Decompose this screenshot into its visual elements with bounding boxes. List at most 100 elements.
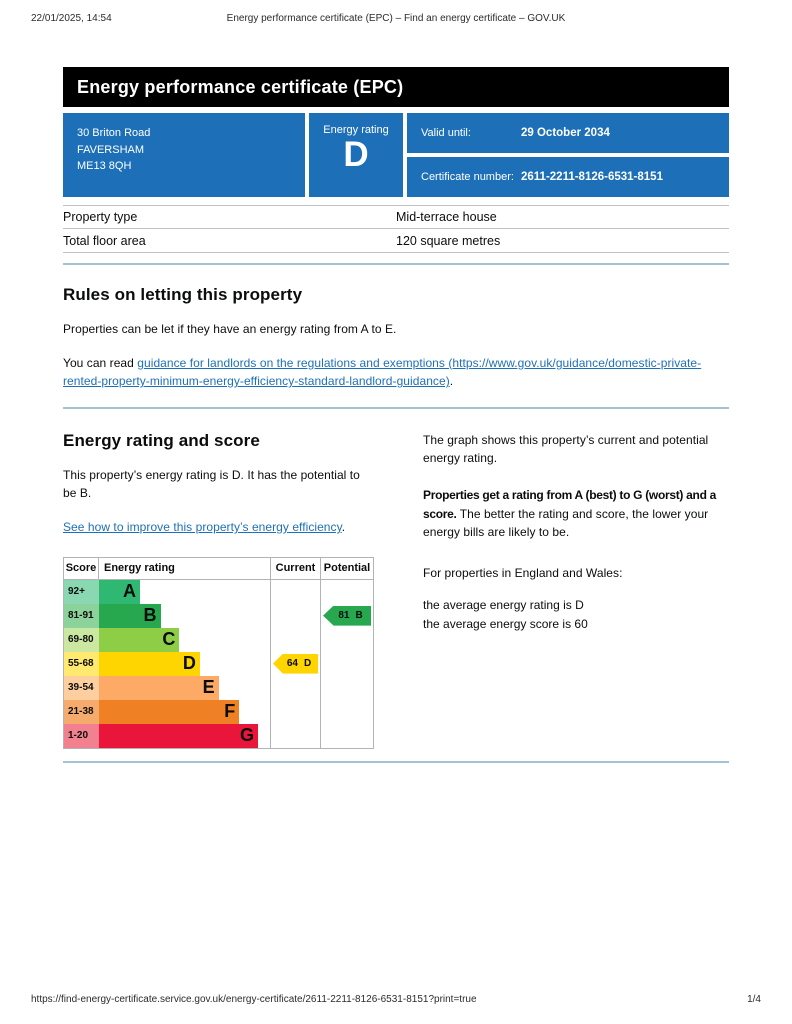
- epc-score-range-b: 81-91: [64, 603, 99, 628]
- epc-bar-area: A: [99, 579, 270, 604]
- rules-paragraph: Properties can be let if they have an en…: [63, 322, 397, 336]
- epc-current-cell: [270, 579, 320, 604]
- graph-explainer-paragraph: The graph shows this property’s current …: [423, 432, 709, 466]
- valid-until-label: Valid until:: [421, 127, 471, 139]
- property-summary-table: Property type Mid-terrace house Total fl…: [63, 205, 729, 253]
- rating-heading: Energy rating and score: [63, 430, 260, 450]
- valid-until-row: Valid until: 29 October 2034: [407, 113, 729, 153]
- certificate-number-value: 2611-2211-8126-6531-8151: [521, 171, 663, 183]
- page-indicator: 1/4: [747, 994, 761, 1005]
- epc-score-range-c: 69-80: [64, 627, 99, 652]
- epc-potential-cell: [320, 699, 373, 724]
- floor-area-value: 120 square metres: [396, 233, 501, 248]
- column-header-score: Score: [64, 557, 99, 579]
- rules-heading: Rules on letting this property: [63, 285, 303, 304]
- certificate-summary-box: 30 Briton Road FAVERSHAM ME13 8QH Energy…: [63, 113, 729, 197]
- section-divider: [63, 406, 729, 409]
- epc-rating-bar-f: F: [99, 699, 240, 724]
- guidance-suffix: .: [449, 374, 454, 389]
- current-band: D: [303, 658, 312, 670]
- rating-section: Energy rating and score This property’s …: [63, 429, 729, 749]
- section-divider: [63, 263, 729, 265]
- epc-current-cell: [270, 723, 320, 748]
- epc-current-cell: [270, 675, 320, 700]
- rating-scale-rest: The better the rating and score, the low…: [423, 506, 709, 540]
- epc-rating-bar-a: A: [99, 579, 141, 604]
- rating-section-right: The graph shows this property’s current …: [423, 429, 729, 749]
- epc-band-row-b: 81-91 B 81 B: [64, 603, 373, 628]
- epc-potential-cell: 81 B: [320, 603, 373, 628]
- potential-band: B: [355, 610, 363, 622]
- address-line-2: FAVERSHAM: [77, 143, 145, 156]
- epc-current-cell: [270, 699, 320, 724]
- guidance-prefix: You can read: [63, 355, 138, 370]
- average-rating-line: the average energy rating is D: [423, 598, 584, 613]
- certificate-number-row: Certificate number: 2611-2211-8126-6531-…: [407, 157, 729, 197]
- print-datetime: 22/01/2025, 14:54: [31, 13, 118, 24]
- rating-scale-paragraph: Properties get a rating from A (best) to…: [423, 486, 729, 542]
- epc-current-cell: [270, 603, 320, 628]
- epc-potential-cell: [320, 723, 373, 748]
- epc-chart-header: Score Energy rating Current Potential: [64, 557, 373, 580]
- improve-paragraph: See how to improve this property’s energ…: [63, 518, 373, 537]
- browser-print-footer: https://find-energy-certificate.service.…: [31, 994, 761, 1005]
- browser-doc-title: Energy performance certificate (EPC) – F…: [226, 13, 566, 24]
- epc-potential-cell: [320, 651, 373, 676]
- epc-score-range-a: 92+: [64, 579, 99, 604]
- epc-band-row-d: 55-68 D 64 D: [64, 651, 373, 676]
- property-address: 30 Briton Road FAVERSHAM ME13 8QH: [63, 113, 305, 197]
- current-rating-arrow: 64 D: [273, 653, 318, 674]
- epc-current-cell: [270, 627, 320, 652]
- rules-guidance-paragraph: You can read guidance for landlords on t…: [63, 354, 729, 391]
- epc-score-range-e: 39-54: [64, 675, 99, 700]
- epc-rating-bar-g: G: [99, 723, 259, 748]
- potential-rating-arrow: 81 B: [323, 605, 371, 626]
- column-header-energy-rating: Energy rating: [104, 562, 175, 575]
- epc-band-row-f: 21-38 F: [64, 699, 373, 724]
- epc-current-cell: 64 D: [270, 651, 320, 676]
- rating-section-left: Energy rating and score This property’s …: [63, 429, 374, 749]
- energy-rating-value: D: [343, 135, 369, 174]
- improve-efficiency-link[interactable]: See how to improve this property’s energ…: [63, 519, 342, 534]
- epc-potential-cell: [320, 627, 373, 652]
- certificate-meta: Valid until: 29 October 2034 Certificate…: [407, 113, 729, 197]
- epc-potential-cell: [320, 579, 373, 604]
- epc-bar-area: E: [99, 675, 270, 700]
- landlord-guidance-link[interactable]: guidance for landlords on the regulation…: [63, 355, 702, 389]
- address-line-3: ME13 8QH: [77, 160, 132, 172]
- floor-area-label: Total floor area: [63, 233, 146, 248]
- epc-chart: Score Energy rating Current Potential 92…: [63, 556, 374, 749]
- address-line-1: 30 Briton Road: [77, 127, 151, 139]
- column-header-potential: Potential: [320, 557, 373, 579]
- average-stats: the average energy rating is D the avera…: [423, 596, 729, 633]
- epc-bar-area: B: [99, 603, 270, 628]
- property-type-value: Mid-terrace house: [396, 210, 497, 224]
- table-row-property-type: Property type Mid-terrace house: [63, 205, 729, 229]
- table-row-floor-area: Total floor area 120 square metres: [63, 229, 729, 253]
- footer-url: https://find-energy-certificate.service.…: [31, 994, 477, 1005]
- epc-band-row-e: 39-54 E: [64, 675, 373, 700]
- column-header-current: Current: [270, 557, 320, 579]
- certificate-page: Energy performance certificate (EPC) 30 …: [63, 67, 729, 763]
- epc-rating-bar-b: B: [99, 603, 161, 628]
- epc-band-row-g: 1-20 G: [64, 723, 373, 748]
- rating-scale-bold: Properties get a rating from A (best) to…: [423, 487, 717, 521]
- certificate-number-label: Certificate number:: [421, 171, 514, 183]
- epc-score-range-d: 55-68: [64, 651, 99, 676]
- potential-score: 81: [338, 610, 350, 622]
- epc-band-row-c: 69-80 C: [64, 627, 373, 652]
- energy-rating-panel: Energy rating D: [309, 113, 403, 197]
- energy-rating-label: Energy rating: [323, 124, 389, 136]
- page-title: Energy performance certificate (EPC): [63, 67, 729, 107]
- average-score-line: the average energy score is 60: [423, 616, 588, 631]
- epc-bar-area: D: [99, 651, 270, 676]
- section-divider: [63, 760, 729, 763]
- valid-until-value: 29 October 2034: [521, 127, 610, 139]
- improve-suffix: .: [341, 519, 346, 534]
- epc-score-range-g: 1-20: [64, 723, 99, 748]
- epc-rating-bar-d: D: [99, 651, 200, 676]
- epc-rating-bar-c: C: [99, 627, 180, 652]
- england-wales-paragraph: For properties in England and Wales:: [423, 565, 623, 580]
- property-type-label: Property type: [63, 210, 138, 224]
- browser-print-header: Energy performance certificate (EPC) – F…: [31, 13, 761, 24]
